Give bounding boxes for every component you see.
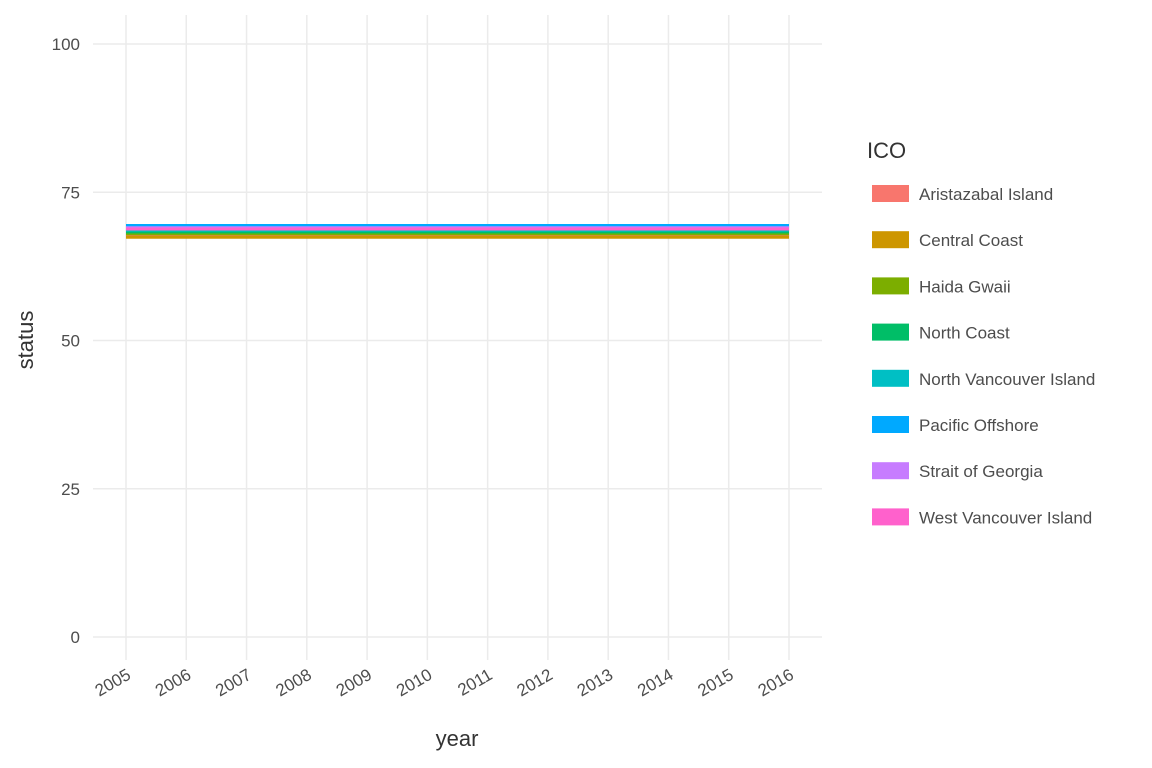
legend-swatch: [872, 462, 909, 480]
legend-label: Haida Gwaii: [919, 277, 1011, 296]
x-tick-label: 2008: [273, 665, 315, 700]
legend-label: Central Coast: [919, 231, 1023, 250]
y-tick-label: 25: [61, 480, 80, 499]
x-tick-label: 2005: [92, 665, 134, 700]
x-tick-label: 2013: [574, 665, 616, 700]
legend-item: Haida Gwaii: [872, 277, 1011, 296]
y-tick-label: 50: [61, 332, 80, 351]
y-tick-label: 100: [52, 35, 80, 54]
y-tick-label: 75: [61, 183, 80, 202]
legend-swatch: [872, 416, 909, 433]
x-tick-label: 2014: [634, 665, 676, 700]
y-tick-label: 0: [71, 628, 80, 647]
legend-swatch: [872, 231, 909, 249]
x-tick-label: 2015: [694, 665, 736, 700]
legend-swatch: [872, 185, 909, 202]
legend-label: North Coast: [919, 324, 1010, 343]
legend-swatch: [872, 277, 909, 295]
y-axis-title: status: [13, 311, 38, 370]
y-axis: 0 25 50 75 100: [52, 35, 80, 647]
x-tick-label: 2016: [755, 665, 797, 700]
legend-label: Pacific Offshore: [919, 416, 1039, 435]
legend: ICO Aristazabal Island Central Coast Haida…: [867, 138, 1095, 527]
x-tick-label: 2011: [454, 665, 495, 700]
grid: [93, 15, 822, 660]
x-tick-label: 2009: [333, 665, 375, 700]
legend-item: West Vancouver Island: [872, 508, 1092, 527]
legend-label: West Vancouver Island: [919, 508, 1092, 527]
legend-item: North Coast: [872, 323, 1010, 343]
x-tick-label: 2012: [514, 665, 556, 700]
x-tick-label: 2007: [212, 665, 254, 700]
legend-label: Aristazabal Island: [919, 185, 1053, 204]
legend-swatch: [872, 369, 909, 387]
plot-area: [126, 224, 789, 239]
x-tick-label: 2010: [393, 665, 435, 700]
x-axis-title: year: [436, 726, 479, 751]
legend-swatch: [872, 508, 909, 526]
legend-item: Pacific Offshore: [872, 416, 1039, 435]
legend-swatch: [872, 323, 909, 341]
x-axis: 2005 2006 2007 2008 2009 2010 2011 2012 2013 2014…: [92, 665, 797, 700]
legend-item: Strait of Georgia: [872, 462, 1043, 481]
legend-label: North Vancouver Island: [919, 370, 1095, 389]
legend-label: Strait of Georgia: [919, 462, 1043, 481]
legend-title: ICO: [867, 138, 906, 163]
legend-item: North Vancouver Island: [872, 369, 1095, 389]
legend-item: Aristazabal Island: [872, 185, 1053, 204]
x-tick-label: 2006: [152, 665, 194, 700]
legend-item: Central Coast: [872, 231, 1023, 250]
